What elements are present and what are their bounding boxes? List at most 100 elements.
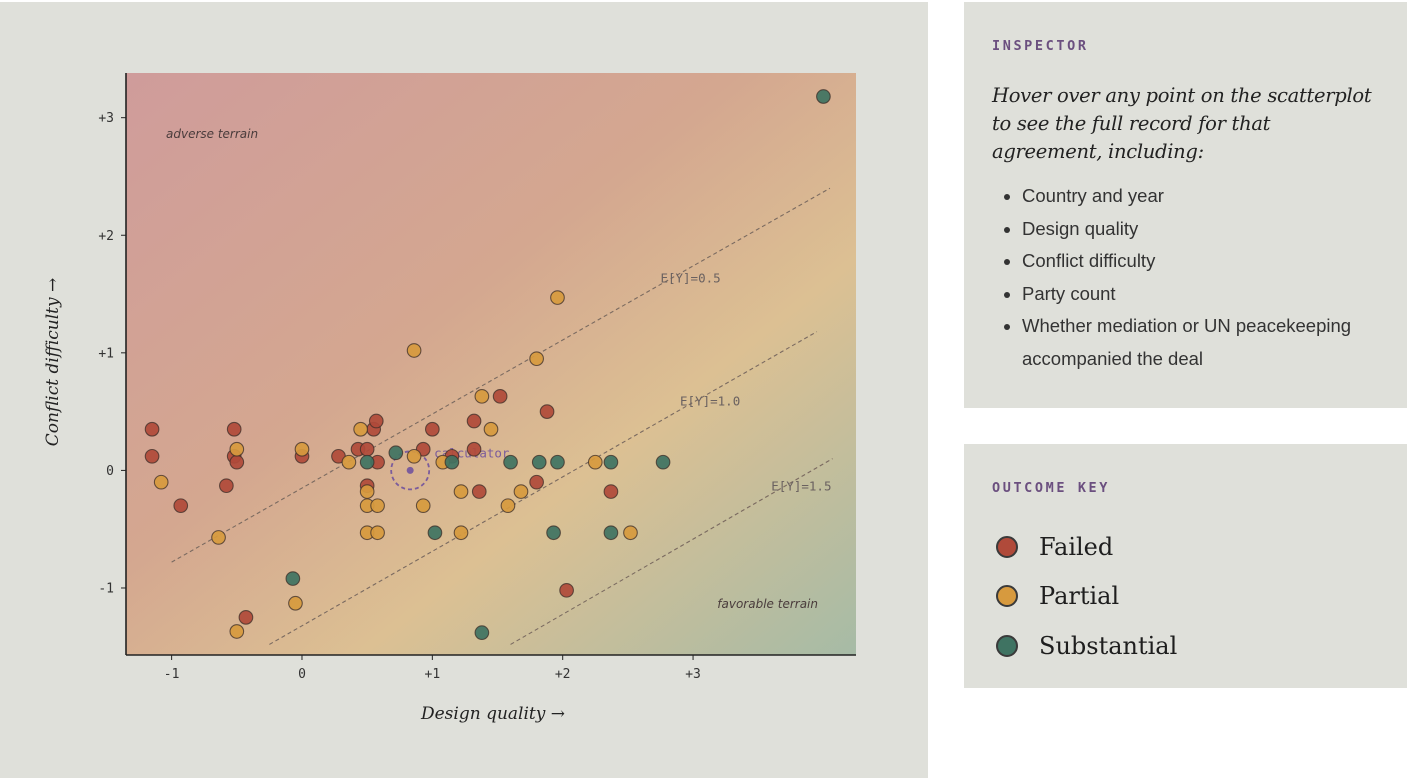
point-partial[interactable] <box>288 595 303 611</box>
point-partial[interactable] <box>229 441 245 457</box>
legend-item-failed: Failed <box>992 522 1379 572</box>
point-partial[interactable] <box>370 525 385 541</box>
data-points[interactable] <box>144 89 831 641</box>
list-item: Whether mediation or UN peacekeeping acc… <box>1022 310 1379 375</box>
point-failed[interactable] <box>539 404 555 419</box>
point-failed[interactable] <box>144 421 160 437</box>
y-tick-label: +3 <box>98 111 114 126</box>
point-substantial[interactable] <box>816 89 831 104</box>
point-partial[interactable] <box>153 474 169 490</box>
point-substantial[interactable] <box>603 525 619 541</box>
inspector-intro: Hover over any point on the scatterplot … <box>992 84 1372 163</box>
scatterplot[interactable]: E[Y]=0.5E[Y]=1.0E[Y]=1.5 calculator -10+… <box>0 2 928 778</box>
point-partial[interactable] <box>294 441 310 457</box>
point-substantial[interactable] <box>474 625 490 641</box>
point-partial[interactable] <box>341 454 357 470</box>
point-failed[interactable] <box>238 610 254 625</box>
inspector-panel: INSPECTOR Hover over any point on the sc… <box>964 2 1407 408</box>
outcome-key-heading: OUTCOME KEY <box>992 480 1111 496</box>
legend-swatch-substantial <box>996 634 1018 657</box>
point-failed[interactable] <box>144 448 160 464</box>
point-failed[interactable] <box>471 484 487 499</box>
isoline-1 <box>171 187 831 563</box>
y-tick-label: -1 <box>98 581 114 596</box>
point-partial[interactable] <box>529 351 544 367</box>
point-substantial[interactable] <box>444 454 460 470</box>
point-partial[interactable] <box>500 498 516 514</box>
y-tick-label: +2 <box>98 229 114 244</box>
legend-swatch-failed <box>996 535 1018 558</box>
point-partial[interactable] <box>415 498 431 514</box>
region-label-adverse: adverse terrain <box>166 127 258 141</box>
point-failed[interactable] <box>173 498 189 514</box>
legend-item-partial: Partial <box>992 572 1379 622</box>
chart-panel: E[Y]=0.5E[Y]=1.0E[Y]=1.5 calculator -10+… <box>0 2 928 778</box>
point-substantial[interactable] <box>655 454 671 470</box>
legend-swatch-partial <box>996 585 1018 608</box>
point-partial[interactable] <box>353 421 368 437</box>
legend-item-substantial: Substantial <box>992 621 1379 671</box>
isoline-label: E[Y]=1.5 <box>771 478 831 493</box>
point-substantial[interactable] <box>550 454 565 470</box>
point-substantial[interactable] <box>603 454 619 470</box>
point-failed[interactable] <box>603 484 619 499</box>
x-tick-label: +3 <box>685 667 701 682</box>
point-failed[interactable] <box>492 388 508 404</box>
x-tick-label: -1 <box>164 667 180 682</box>
inspector-heading: INSPECTOR <box>992 38 1089 54</box>
point-failed[interactable] <box>219 478 234 494</box>
point-partial[interactable] <box>623 525 638 541</box>
point-failed[interactable] <box>368 413 384 429</box>
point-substantial[interactable] <box>546 525 561 541</box>
point-partial[interactable] <box>550 290 565 305</box>
point-partial[interactable] <box>211 530 226 545</box>
isoline-label: E[Y]=0.5 <box>660 270 720 285</box>
isoline-label: E[Y]=1.0 <box>680 394 740 409</box>
point-failed[interactable] <box>529 474 544 490</box>
point-partial[interactable] <box>453 525 469 541</box>
point-partial[interactable] <box>474 388 490 404</box>
list-item: Party count <box>1022 278 1379 311</box>
point-failed[interactable] <box>229 454 245 470</box>
point-partial[interactable] <box>229 624 245 639</box>
point-partial[interactable] <box>587 454 603 470</box>
list-item: Country and year <box>1022 180 1379 213</box>
region-label-favorable: favorable terrain <box>717 597 818 611</box>
x-tick-label: +2 <box>555 667 571 682</box>
y-tick-label: 0 <box>106 464 114 479</box>
y-tick-label: +1 <box>98 346 114 361</box>
point-failed[interactable] <box>466 441 482 457</box>
x-tick-label: +1 <box>425 667 441 682</box>
list-item: Conflict difficulty <box>1022 245 1379 278</box>
point-substantial[interactable] <box>359 454 375 470</box>
point-partial[interactable] <box>406 343 422 358</box>
axes: -1 0 +1 +2 +3 -1 0 +1 +2 +3 <box>98 73 856 682</box>
point-failed[interactable] <box>559 582 574 598</box>
point-partial[interactable] <box>453 484 469 499</box>
point-partial[interactable] <box>370 498 385 514</box>
outcome-key-panel: OUTCOME KEY Failed Partial Substantial <box>964 444 1407 688</box>
calculator-ring[interactable] <box>390 450 431 491</box>
point-partial[interactable] <box>483 421 499 437</box>
inspector-field-list: Country and year Design quality Conflict… <box>992 180 1379 375</box>
isoline-3 <box>510 458 833 645</box>
point-substantial[interactable] <box>531 454 547 470</box>
x-tick-label: 0 <box>298 667 306 682</box>
point-substantial[interactable] <box>427 525 443 541</box>
point-partial[interactable] <box>513 484 529 499</box>
y-axis-title: Conflict difficulty → <box>43 278 63 447</box>
calculator-dot[interactable] <box>406 466 414 474</box>
point-substantial[interactable] <box>285 571 301 586</box>
point-partial[interactable] <box>359 484 375 499</box>
point-failed[interactable] <box>359 441 375 457</box>
point-substantial[interactable] <box>388 445 404 461</box>
legend-label: Substantial <box>1039 631 1178 660</box>
point-failed[interactable] <box>226 421 242 437</box>
point-failed[interactable] <box>466 413 482 429</box>
legend-label: Failed <box>1039 532 1114 561</box>
point-failed[interactable] <box>424 421 440 437</box>
isolines: E[Y]=0.5 E[Y]=1.0 E[Y]=1.5 <box>171 187 833 645</box>
x-axis-title: Design quality → <box>420 704 565 724</box>
point-substantial[interactable] <box>503 454 518 470</box>
point-partial[interactable] <box>406 448 422 464</box>
